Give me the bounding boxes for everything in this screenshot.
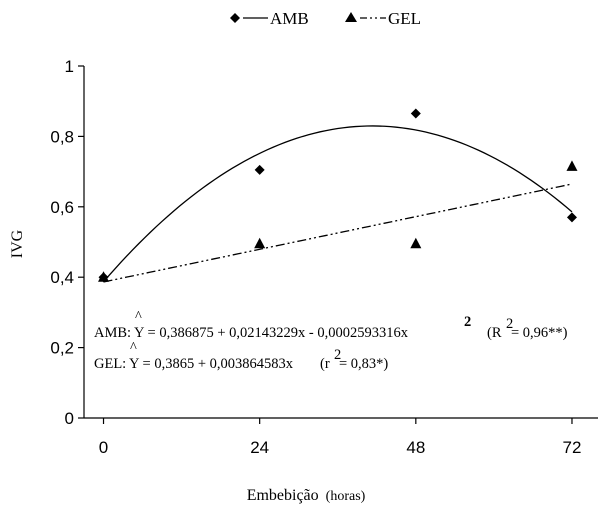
equation-amb-body: Y = 0,386875 + 0,02143229x - 0,000259331… xyxy=(134,325,409,341)
y-tick-label: 0,8 xyxy=(50,127,74,146)
x-ticks: 0 24 48 72 xyxy=(99,418,582,457)
y-tick-label: 0 xyxy=(65,409,74,428)
equation-amb-r-exp: 2 xyxy=(506,316,513,332)
equation-amb-hat: ^ xyxy=(135,309,142,325)
equation-gel-r-close: = 0,83*) xyxy=(339,356,388,372)
fit-line-gel xyxy=(103,183,573,283)
equation-amb-exp: 2 xyxy=(464,314,471,330)
x-axis-title: Embebição (horas) xyxy=(247,487,366,504)
y-ticks: 0 0,2 0,4 0,6 0,8 1 xyxy=(50,57,84,428)
legend-amb-label: AMB xyxy=(270,9,309,28)
point-gel-48 xyxy=(410,237,422,249)
y-tick-label: 1 xyxy=(65,57,74,76)
equation-amb-r-close: = 0,96**) xyxy=(511,325,568,341)
legend-gel-label: GEL xyxy=(388,9,421,28)
point-amb-24 xyxy=(254,164,265,175)
point-amb-48 xyxy=(410,108,421,119)
y-tick-label: 0,4 xyxy=(50,268,74,287)
axes: 0 0,2 0,4 0,6 0,8 1 0 24 48 72 xyxy=(50,57,598,457)
equation-gel: GEL: ^ Y = 0,3865 + 0,003864583x (r 2 = … xyxy=(94,340,388,372)
x-axis-title-main: Embebição xyxy=(247,487,319,504)
data-markers xyxy=(98,108,578,283)
equation-gel-hat: ^ xyxy=(130,340,137,356)
y-axis-title: IVG xyxy=(9,229,26,258)
legend-amb-marker xyxy=(230,13,240,23)
legend-gel-marker xyxy=(345,12,357,22)
fit-line-amb xyxy=(103,125,573,283)
x-tick-label: 48 xyxy=(406,438,425,457)
x-tick-label: 24 xyxy=(250,438,269,457)
x-tick-label: 72 xyxy=(563,438,582,457)
y-tick-label: 0,2 xyxy=(50,339,74,358)
point-gel-0 xyxy=(98,271,110,282)
y-tick-label: 0,6 xyxy=(50,198,74,217)
equation-amb-label: AMB: xyxy=(94,325,131,341)
equation-gel-body: Y = 0,3865 + 0,003864583x xyxy=(129,356,294,372)
equation-gel-label: GEL: xyxy=(94,356,126,372)
point-gel-24 xyxy=(254,237,266,249)
equation-gel-r-open: (r xyxy=(320,356,330,372)
fit-lines xyxy=(103,125,573,283)
x-axis-title-unit: (horas) xyxy=(326,489,366,504)
equation-gel-r-exp: 2 xyxy=(334,347,341,363)
point-gel-72 xyxy=(566,160,578,171)
equation-amb-r-open: (R xyxy=(487,325,502,341)
x-tick-label: 0 xyxy=(99,438,108,457)
point-amb-72 xyxy=(566,212,577,223)
equation-amb: AMB: ^ Y = 0,386875 + 0,02143229x - 0,00… xyxy=(94,309,568,341)
legend: AMB GEL xyxy=(230,9,421,28)
